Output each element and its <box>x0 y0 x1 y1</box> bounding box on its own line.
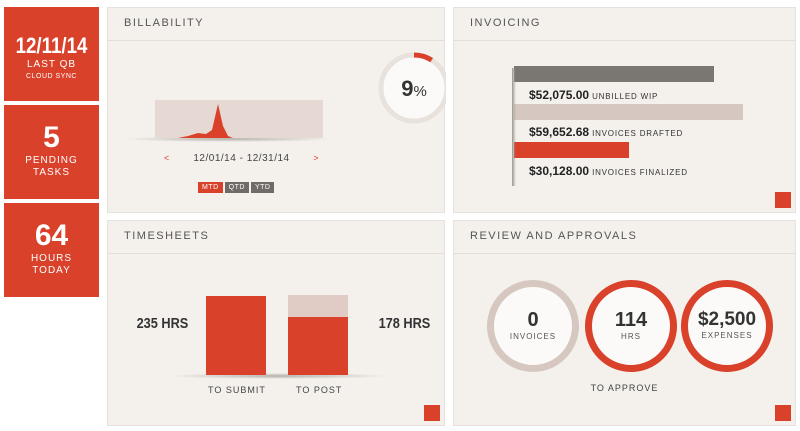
invoices-drafted-row: $59,652.68 INVOICES DRAFTED <box>529 125 683 139</box>
prev-range-arrow[interactable]: < <box>164 153 170 163</box>
timesheets-expand-icon[interactable] <box>424 405 440 421</box>
billability-title: BILLABILITY <box>124 17 205 29</box>
invoices-drafted-bar[interactable] <box>514 104 743 120</box>
pending-tasks-count: 5 <box>43 121 60 154</box>
invoices-approval-ring[interactable]: 0 INVOICES <box>487 280 579 372</box>
period-toggle: MTD QTD YTD <box>198 176 276 194</box>
invoices-approval-label: INVOICES <box>509 332 557 341</box>
billability-percent: 9 <box>401 76 413 101</box>
timesheets-title: TIMESHEETS <box>124 230 210 242</box>
billability-panel: BILLABILITY 9% < 12/01/14 - 12/31/14 > M… <box>107 7 446 213</box>
hours-today-tile[interactable]: 64 HOURS TODAY <box>4 203 99 297</box>
to-submit-bar <box>206 296 266 375</box>
review-divider <box>454 253 795 254</box>
review-approvals-panel: REVIEW AND APPROVALS 0 INVOICES 114 HRS … <box>453 220 796 426</box>
timesheets-shadow <box>168 373 388 379</box>
last-sync-tile[interactable]: 12/11/14 LAST QB CLOUD SYNC <box>4 7 99 101</box>
invoices-finalized-bar[interactable] <box>514 142 629 158</box>
expenses-approval-label: EXPENSES <box>701 331 753 340</box>
to-post-label: TO POST <box>296 385 343 395</box>
unbilled-wip-row: $52,075.00 UNBILLED WIP <box>529 88 658 102</box>
svg-text:9%: 9% <box>401 76 427 101</box>
invoices-drafted-amount: $59,652.68 <box>529 125 590 139</box>
unbilled-wip-label: UNBILLED WIP <box>592 92 659 101</box>
invoices-drafted-label: INVOICES DRAFTED <box>592 129 684 138</box>
review-expand-icon[interactable] <box>775 405 791 421</box>
ytd-button[interactable]: YTD <box>250 182 275 193</box>
to-post-bar <box>288 317 348 375</box>
invoicing-title: INVOICING <box>470 17 541 29</box>
to-submit-label: TO SUBMIT <box>208 385 266 395</box>
last-sync-date: 12/11/14 <box>15 33 88 58</box>
qtd-button[interactable]: QTD <box>224 182 249 193</box>
pending-tasks-label: PENDING <box>25 155 78 166</box>
timesheets-panel: TIMESHEETS 235 HRS 178 HRS TO SUBMIT TO … <box>107 220 445 426</box>
hours-today-count: 64 <box>34 219 69 252</box>
billability-divider <box>108 40 444 41</box>
post-hours: 178 HRS <box>378 315 431 332</box>
pending-tasks-sublabel: TASKS <box>32 167 71 178</box>
invoicing-expand-icon[interactable] <box>775 192 791 208</box>
hours-today-label: HOURS <box>30 253 73 264</box>
to-post-remaining-bar <box>288 295 348 317</box>
date-range-pager: < 12/01/14 - 12/31/14 > <box>164 153 319 164</box>
hours-today-sublabel: TODAY <box>32 265 71 276</box>
submit-hours: 235 HRS <box>136 315 189 332</box>
percent-symbol: % <box>413 83 426 100</box>
pending-tasks-tile[interactable]: 5 PENDING TASKS <box>4 105 99 199</box>
invoicing-shadow <box>512 68 516 186</box>
unbilled-wip-bar[interactable] <box>514 66 714 82</box>
date-range-label: 12/01/14 - 12/31/14 <box>193 153 290 164</box>
unbilled-wip-amount: $52,075.00 <box>529 88 590 102</box>
expenses-approval-amount: $2,500 <box>697 309 757 330</box>
invoices-finalized-row: $30,128.00 INVOICES FINALIZED <box>529 164 688 178</box>
billability-chart: 9% <box>123 52 446 142</box>
chart-background-area <box>155 100 323 138</box>
invoicing-divider <box>454 40 795 41</box>
hours-approval-label: HRS <box>621 332 641 341</box>
billability-ring-progress <box>413 52 434 63</box>
invoicing-panel: INVOICING $52,075.00 UNBILLED WIP $59,652… <box>453 7 796 213</box>
mtd-button[interactable]: MTD <box>198 182 223 193</box>
last-sync-label: LAST QB <box>26 59 77 70</box>
expenses-approval-ring[interactable]: $2,500 EXPENSES <box>681 280 773 372</box>
invoices-finalized-label: INVOICES FINALIZED <box>592 168 688 177</box>
last-sync-sublabel: CLOUD SYNC <box>26 73 77 80</box>
timesheets-divider <box>108 253 444 254</box>
hours-approval-count: 114 <box>614 309 648 331</box>
review-title: REVIEW AND APPROVALS <box>470 230 638 242</box>
to-approve-label: TO APPROVE <box>590 383 659 393</box>
hours-approval-ring[interactable]: 114 HRS <box>585 280 677 372</box>
invoices-approval-count: 0 <box>527 309 539 331</box>
next-range-arrow[interactable]: > <box>313 153 319 163</box>
invoices-finalized-amount: $30,128.00 <box>529 164 590 178</box>
